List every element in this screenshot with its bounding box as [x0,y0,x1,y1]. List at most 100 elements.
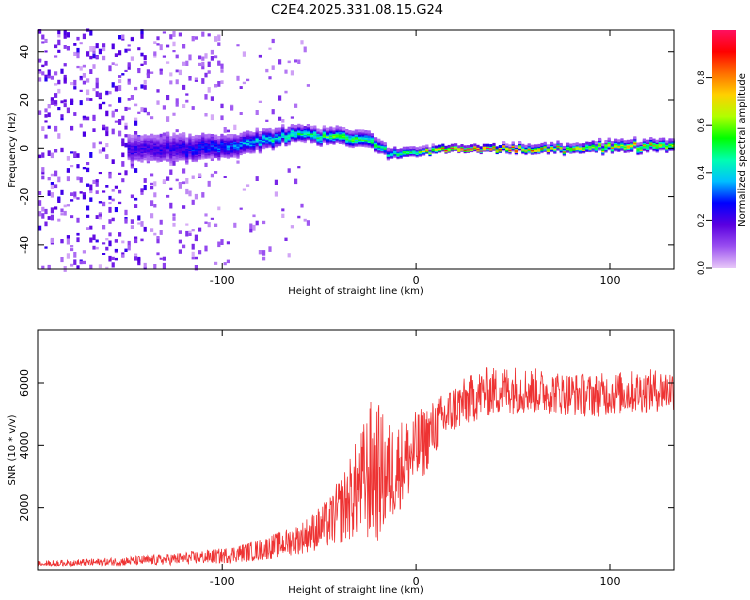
spectrogram-cell [89,55,93,60]
spectrogram-cell [278,127,282,131]
spectrogram-cell [121,161,125,167]
spectrogram-cell [162,135,166,139]
spectrogram-cell [217,81,221,87]
spectrogram-cell [143,134,147,138]
y-tick-label: -20 [18,188,31,206]
spectrogram-cell [370,133,374,137]
spectrogram-cell [73,252,77,258]
spectrogram-cell [636,142,640,146]
spectrogram-cell [76,36,80,41]
spectrogram-cell [89,46,93,52]
spectrogram-cell [258,250,262,255]
spectrogram-cell [204,72,208,78]
spectrogram-cell [47,177,51,181]
spectrogram-cell [127,44,131,47]
spectrogram-cell [281,124,285,128]
spectrogram-cell [169,187,173,190]
colorbar-label: Normalized spectral amplitude [737,73,748,227]
spectrogram-cell [130,219,134,224]
spectrogram-cell [175,134,179,138]
spectrogram-cell [665,140,669,144]
spectrogram-cell [470,144,474,148]
spectrogram-cell [98,92,102,99]
spectrogram-cell [201,61,205,67]
spectrogram-cell [66,156,70,161]
spectrogram-cell [178,69,182,76]
spectrogram-cell [95,82,99,89]
spectrogram-cell [127,245,131,251]
spectrogram-cell [44,38,48,43]
spectrogram-cell [278,95,282,101]
spectrogram-cell [118,172,122,175]
spectrogram-cell [63,204,67,208]
spectrogram-cell [50,207,54,214]
spectrogram-cell [201,78,205,84]
spectrogram-cell [70,100,74,105]
spectrogram-cell [290,225,294,229]
spectrogram-cell [214,134,218,138]
spectrogram-cell [162,132,166,136]
spectrogram-cell [303,218,307,222]
spectrogram-cell [348,130,352,134]
spectrogram-cell [86,116,90,121]
spectrogram-cell [76,153,80,158]
spectrogram-cell [137,111,141,114]
spectrogram-cell [134,103,138,107]
spectrogram-cell [198,227,202,232]
spectrogram-cell [127,78,131,84]
spectrogram-cell [220,103,224,109]
spectrogram-cell [191,251,195,257]
spectrogram-cell [79,260,83,265]
spectrogram-cell [38,58,42,63]
spectrogram-cell [194,36,198,40]
spectrogram-cell [338,126,342,130]
spectrogram-cell [50,152,54,159]
spectrogram-cell [166,95,170,101]
spectrogram-cell [66,107,70,114]
spectrogram-cell [316,128,320,132]
spectrogram-cell [114,109,118,112]
spectrogram-cell [121,141,125,147]
spectrogram-cell [655,139,659,143]
spectrogram-cell [258,54,262,58]
colorbar: 0.0 0.2 0.4 0.6 0.8 Normalized spectral ampl… [697,30,748,275]
spectrogram-cell [527,143,531,147]
spectrogram-cell [185,93,189,96]
chart-title: C2E4.2025.331.08.15.G24 [271,3,443,18]
spectrogram-cell [172,160,176,166]
spectrogram-cell [105,110,109,117]
spectrogram-cell [233,222,237,228]
spectrogram-cell [102,147,106,152]
spectrogram-cell [210,96,214,101]
spectrogram-cell [172,31,176,37]
spectrogram-cell [86,205,90,211]
spectrogram-cell [95,246,99,250]
spectrogram-cell [118,232,122,237]
spectrogram-cell [76,65,80,69]
spectrogram-cell [281,213,285,218]
y-tick-label: 0 [18,145,31,152]
spectrogram-cell [486,143,490,147]
spectrogram-cell [150,133,154,137]
spectrogram-cell [50,99,54,105]
spectrogram-cell [326,127,330,131]
spectrogram-cell [178,249,182,254]
spectrogram-cell [114,85,118,92]
spectrogram-cell [57,107,61,111]
spectrogram-cell [210,217,214,220]
spectrogram-cell [246,78,250,82]
spectrogram-cell [95,215,99,219]
y-tick-label: 4000 [18,431,31,459]
spectrogram-cell [50,75,54,80]
spectrogram-cell [220,63,224,69]
spectrogram-cell [105,266,109,270]
spectrogram-cell [63,103,67,108]
spectrogram-cell [47,74,51,79]
spectrogram-cell [268,47,272,50]
spectrogram-cell [127,98,131,101]
spectrogram-cell [140,107,144,112]
spectrogram-cell [210,157,214,161]
spectrogram-cell [60,68,64,74]
spectrogram-cell [70,248,74,252]
spectrogram-cell [630,139,634,143]
